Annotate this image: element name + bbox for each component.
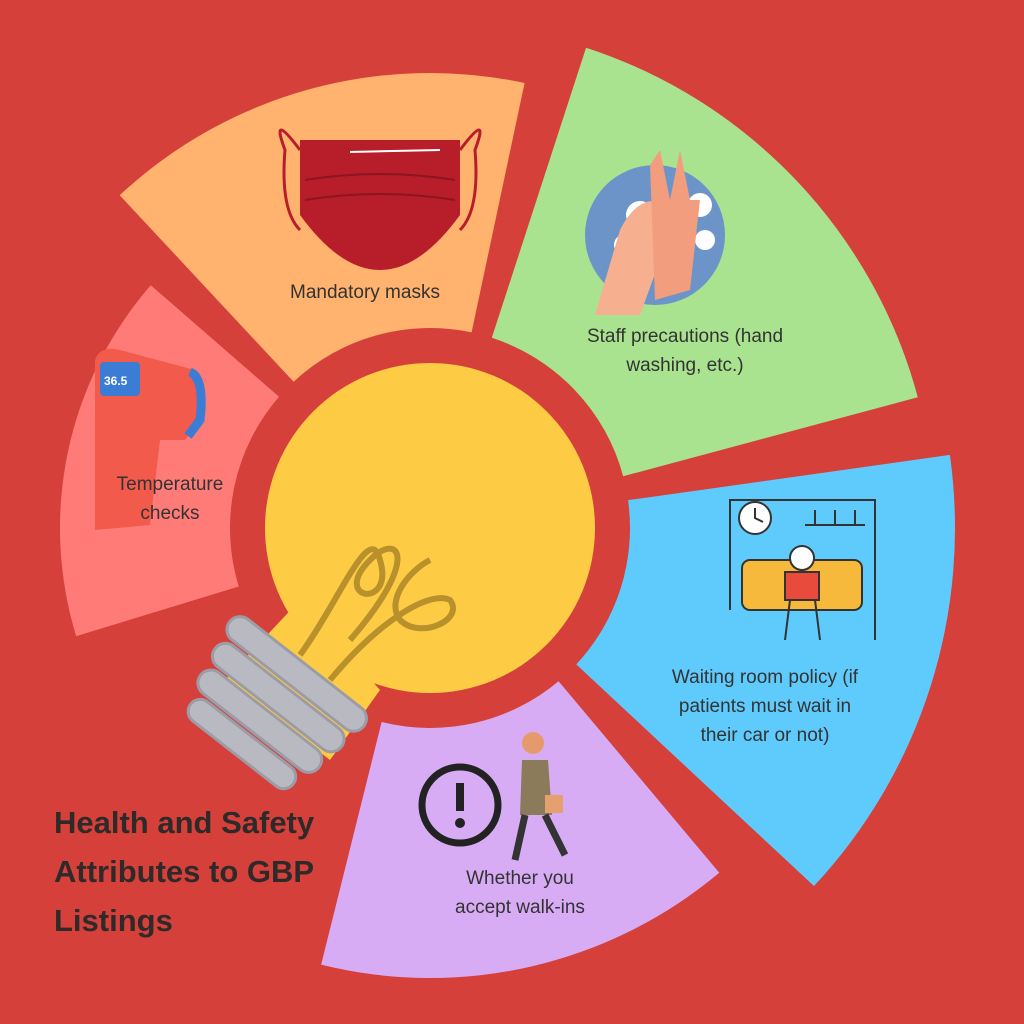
title-line: Health and Safety <box>54 805 315 840</box>
label-line: Waiting room policy (if <box>671 667 859 688</box>
thermometer-gun-icon: 36.5 <box>95 348 206 530</box>
label-line: their car or not) <box>700 725 830 746</box>
label-line: washing, etc.) <box>626 355 744 376</box>
label-line: Whether you <box>466 868 574 889</box>
label-line: Temperature <box>116 474 224 495</box>
label-line: Staff precautions (hand <box>586 326 784 347</box>
label-line: checks <box>140 503 200 524</box>
label-temperature: Temperature checks <box>95 470 245 528</box>
label-walkins: Whether you accept walk-ins <box>420 864 620 922</box>
segment-temperature <box>59 285 280 637</box>
label-line: accept walk-ins <box>455 897 585 918</box>
label-staff: Staff precautions (hand washing, etc.) <box>540 322 830 380</box>
waiting-room-icon <box>729 499 876 641</box>
walk-in-person-icon <box>418 732 569 861</box>
face-mask-icon <box>278 128 482 270</box>
label-line: Mandatory masks <box>290 282 440 303</box>
title-line: Attributes to GBP <box>54 854 315 889</box>
label-waiting: Waiting room policy (if patients must wai… <box>630 663 900 750</box>
label-masks: Mandatory masks <box>250 278 480 307</box>
page-title: Health and Safety Attributes to GBP List… <box>54 798 314 945</box>
title-line: Listings <box>54 903 173 938</box>
light-bulb-icon <box>186 345 615 791</box>
hand-washing-icon <box>585 150 725 315</box>
label-line: patients must wait in <box>678 696 852 717</box>
thermometer-reading: 36.5 <box>104 374 128 388</box>
